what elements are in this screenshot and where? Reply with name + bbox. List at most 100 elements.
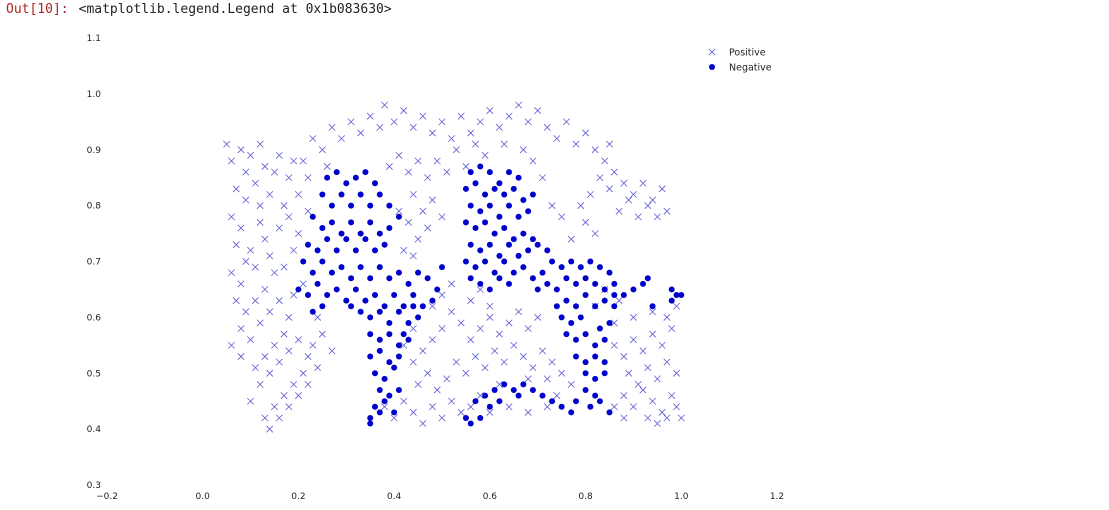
positive-point	[539, 174, 546, 182]
negative-point	[520, 264, 527, 271]
negative-point	[515, 252, 522, 259]
positive-point	[443, 375, 451, 383]
positive-point	[227, 341, 235, 349]
positive-point	[256, 218, 264, 226]
negative-point	[568, 319, 575, 326]
negative-point	[601, 370, 608, 377]
positive-point	[381, 101, 389, 109]
negative-point	[352, 174, 359, 181]
negative-point	[491, 269, 498, 276]
positive-point	[428, 302, 436, 310]
negative-point	[338, 264, 345, 271]
positive-point	[414, 235, 422, 243]
negative-point	[515, 213, 522, 220]
negative-point	[348, 202, 355, 209]
positive-point	[323, 163, 331, 170]
positive-point	[390, 414, 398, 422]
positive-point	[663, 207, 671, 215]
positive-point	[290, 291, 298, 299]
negative-point	[582, 331, 589, 338]
positive-point	[620, 414, 628, 422]
negative-point	[357, 191, 364, 198]
positive-point	[615, 207, 623, 215]
negative-point	[376, 308, 383, 315]
x-tick-label: 1.2	[770, 492, 784, 502]
negative-point	[309, 308, 316, 315]
positive-point	[467, 297, 475, 305]
positive-point	[314, 313, 322, 321]
positive-point	[237, 146, 245, 154]
positive-point	[309, 341, 317, 349]
negative-point	[592, 353, 599, 360]
positive-point	[266, 308, 274, 316]
positive-point	[481, 151, 489, 159]
negative-point	[501, 258, 508, 265]
negative-point	[472, 264, 479, 271]
positive-point	[457, 319, 465, 327]
positive-point	[486, 313, 494, 321]
positive-point	[405, 168, 412, 176]
x-tick-label: 0.4	[387, 492, 402, 502]
negative-point	[534, 286, 541, 293]
positive-point	[271, 341, 278, 349]
negative-point	[381, 303, 388, 310]
positive-point	[663, 414, 671, 422]
positive-point	[261, 414, 269, 422]
x-tick-label: 0.0	[196, 492, 211, 502]
positive-point	[649, 397, 657, 405]
negative-point	[376, 336, 383, 343]
positive-point	[534, 107, 542, 115]
positive-point	[610, 319, 618, 327]
positive-point	[290, 246, 298, 254]
negative-point	[367, 219, 374, 226]
positive-point	[256, 380, 264, 388]
positive-point	[467, 403, 475, 411]
positive-point	[318, 146, 326, 154]
negative-point	[300, 258, 307, 265]
positive-point	[649, 330, 657, 338]
negative-point	[372, 370, 378, 377]
negative-point	[678, 292, 685, 299]
positive-point	[649, 196, 657, 204]
negative-point	[482, 392, 489, 399]
legend: Positive Negative	[708, 48, 772, 74]
positive-point	[299, 157, 307, 165]
positive-point	[347, 118, 355, 126]
negative-point	[568, 258, 575, 265]
positive-point	[505, 403, 513, 411]
positive-point	[318, 330, 326, 338]
positive-point	[290, 157, 298, 165]
negative-point	[405, 280, 412, 287]
positive-point	[395, 207, 403, 215]
negative-point	[395, 353, 402, 360]
negative-point	[582, 275, 589, 282]
negative-point	[582, 370, 589, 377]
positive-point	[285, 313, 293, 321]
negative-point	[367, 353, 374, 360]
negative-point	[372, 403, 378, 410]
legend-positive-label: Positive	[729, 48, 766, 59]
negative-point	[362, 236, 369, 243]
positive-point	[280, 392, 288, 400]
x-tick-label: 0.6	[483, 492, 498, 502]
negative-point	[491, 230, 498, 237]
positive-point	[275, 224, 283, 232]
positive-point	[524, 375, 532, 383]
negative-point	[592, 375, 599, 382]
positive-point	[366, 112, 374, 120]
positive-point	[328, 347, 336, 355]
x-tick-labels: −0.2 0.0 0.2 0.4 0.6 0.8 1.0 1.2	[96, 492, 784, 502]
positive-point	[663, 313, 671, 321]
positive-point	[314, 364, 322, 372]
negative-point	[338, 230, 345, 237]
negative-point	[467, 202, 474, 209]
negative-point	[424, 275, 431, 282]
negative-point	[362, 297, 369, 304]
positive-point	[629, 336, 637, 344]
positive-point	[433, 386, 441, 394]
positive-point	[529, 157, 537, 165]
positive-point	[476, 118, 484, 126]
negative-point	[644, 275, 651, 282]
positive-point	[400, 341, 408, 349]
positive-point	[285, 174, 293, 182]
